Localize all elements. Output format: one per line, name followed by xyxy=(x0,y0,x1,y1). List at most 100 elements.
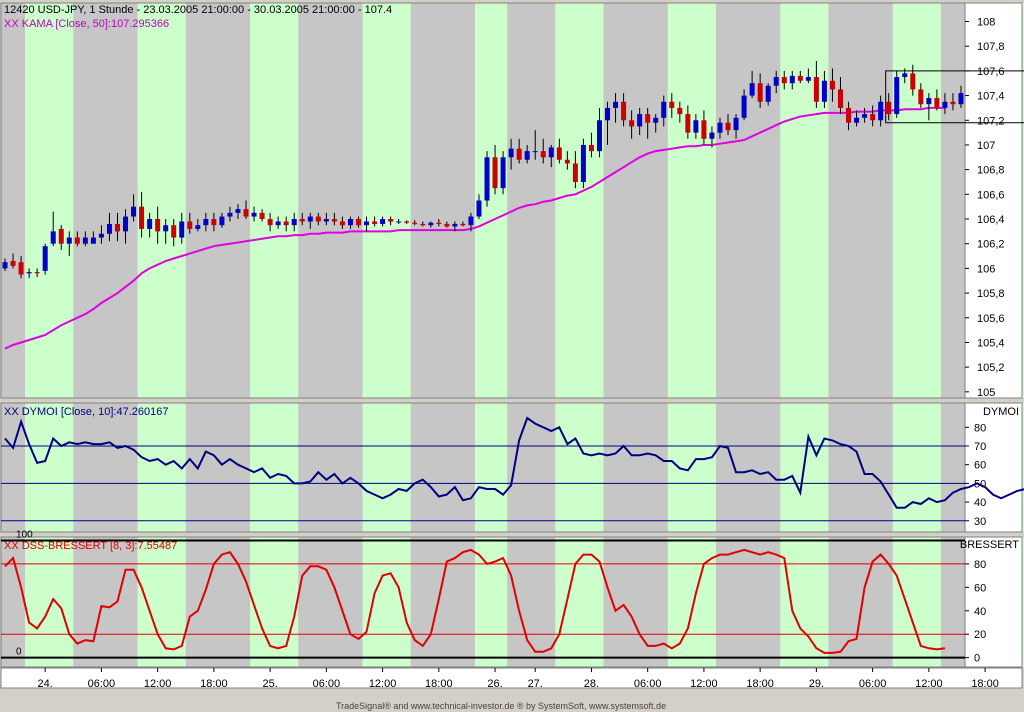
dss-tick-label: 0 xyxy=(974,653,980,665)
candle-up xyxy=(98,233,104,238)
time-tick-label: 18:00 xyxy=(425,678,453,690)
dss-panel-tag: BRESSERT xyxy=(960,539,1019,551)
candle-down xyxy=(934,98,940,108)
candle-up xyxy=(428,222,434,226)
candle-up xyxy=(854,117,860,123)
session-band-1-0 xyxy=(137,3,186,398)
candle-up xyxy=(661,101,667,118)
dss-inner-label: 100 xyxy=(16,530,33,541)
candle-up xyxy=(532,151,538,153)
session-band-8-1 xyxy=(892,403,941,532)
candle-up xyxy=(902,73,908,78)
candle-down xyxy=(444,223,450,227)
candle-up xyxy=(605,107,611,121)
session-band-5-2 xyxy=(555,537,604,667)
candle-up xyxy=(958,93,964,105)
candle-down xyxy=(669,101,675,108)
session-band-4-1 xyxy=(474,403,508,532)
candle-down xyxy=(725,122,731,131)
candle-down xyxy=(10,260,16,266)
chart-title: 12420 USD-JPY, 1 Stunde - 23.03.2005 21:… xyxy=(4,4,392,16)
candle-down xyxy=(797,75,803,81)
candle-up xyxy=(396,221,402,223)
candle-up xyxy=(42,246,48,271)
candle-down xyxy=(950,101,956,105)
candle-up xyxy=(773,77,779,86)
price-tick-label: 105,6 xyxy=(977,313,1005,325)
candle-up xyxy=(524,151,530,160)
candle-down xyxy=(677,107,683,115)
candle-up xyxy=(347,219,353,226)
candle-up xyxy=(709,132,715,139)
candle-up xyxy=(219,216,225,226)
candle-down xyxy=(34,272,40,274)
candle-up xyxy=(653,117,659,123)
candle-up xyxy=(203,219,209,226)
candle-down xyxy=(299,219,305,222)
candle-up xyxy=(508,148,514,158)
session-band-5-1 xyxy=(555,403,604,532)
session-band-8-0 xyxy=(892,3,941,398)
candle-up xyxy=(26,272,32,274)
dymoi-line xyxy=(4,416,1024,509)
dymoi-tick-label: 80 xyxy=(974,422,986,434)
candle-up xyxy=(596,120,602,152)
dymoi-legend: XX DYMOI [Close, 10]:47.260167 xyxy=(4,406,168,418)
candle-down xyxy=(187,221,193,229)
dss-legend: XX DSS-BRESSERT [8, 3]:7.55487 xyxy=(4,540,177,552)
dymoi-tick-label: 70 xyxy=(974,441,986,453)
candle-up xyxy=(364,221,370,226)
candle-down xyxy=(757,83,763,102)
candle-down xyxy=(420,223,426,226)
candle-up xyxy=(291,219,297,226)
time-tick-label: 12:00 xyxy=(144,678,172,690)
candle-up xyxy=(894,77,900,115)
candle-up xyxy=(380,219,386,224)
candle-up xyxy=(131,206,137,217)
candle-down xyxy=(685,114,691,133)
time-tick-label: 26. xyxy=(487,678,502,690)
price-tick-label: 105,8 xyxy=(977,288,1005,300)
price-tick-label: 106,2 xyxy=(977,239,1005,251)
candle-down xyxy=(139,206,145,229)
dss-tick-label: 20 xyxy=(974,629,986,641)
candle-up xyxy=(82,237,88,244)
kama-line xyxy=(4,106,945,350)
dss-tick-label: 60 xyxy=(974,582,986,594)
session-band-3-1 xyxy=(362,403,411,532)
candle-down xyxy=(412,222,418,224)
candle-down xyxy=(588,144,594,152)
price-tick-label: 106,8 xyxy=(977,165,1005,177)
dss-line xyxy=(4,548,946,654)
price-tick-label: 106,4 xyxy=(977,214,1005,226)
kama-legend: XX KAMA [Close, 50]:107.295366 xyxy=(4,18,169,30)
axis-area-2 xyxy=(964,536,1023,668)
candle-up xyxy=(484,157,490,201)
candle-up xyxy=(50,231,56,244)
price-tick-label: 107,8 xyxy=(977,41,1005,53)
candle-up xyxy=(106,223,112,234)
candle-up xyxy=(878,101,884,121)
candle-down xyxy=(18,262,24,275)
session-band-1-1 xyxy=(137,403,186,532)
time-tick-label: 12:00 xyxy=(690,678,718,690)
candle-up xyxy=(147,219,153,229)
price-tick-label: 105,2 xyxy=(977,362,1005,374)
candle-down xyxy=(315,216,321,222)
candle-down xyxy=(540,151,546,158)
candle-down xyxy=(516,148,522,160)
candle-up xyxy=(275,221,281,226)
candle-up xyxy=(765,85,771,102)
candle-up xyxy=(227,212,233,217)
candle-up xyxy=(613,101,619,108)
candle-down xyxy=(886,101,892,115)
candle-down xyxy=(436,222,442,224)
candle-up xyxy=(307,216,313,222)
candle-down xyxy=(572,163,578,182)
candle-up xyxy=(926,98,932,105)
candle-down xyxy=(837,89,843,108)
candle-down xyxy=(171,225,177,238)
session-band-3-0 xyxy=(362,3,411,398)
candle-down xyxy=(267,219,273,226)
time-tick-label: 06:00 xyxy=(313,678,341,690)
